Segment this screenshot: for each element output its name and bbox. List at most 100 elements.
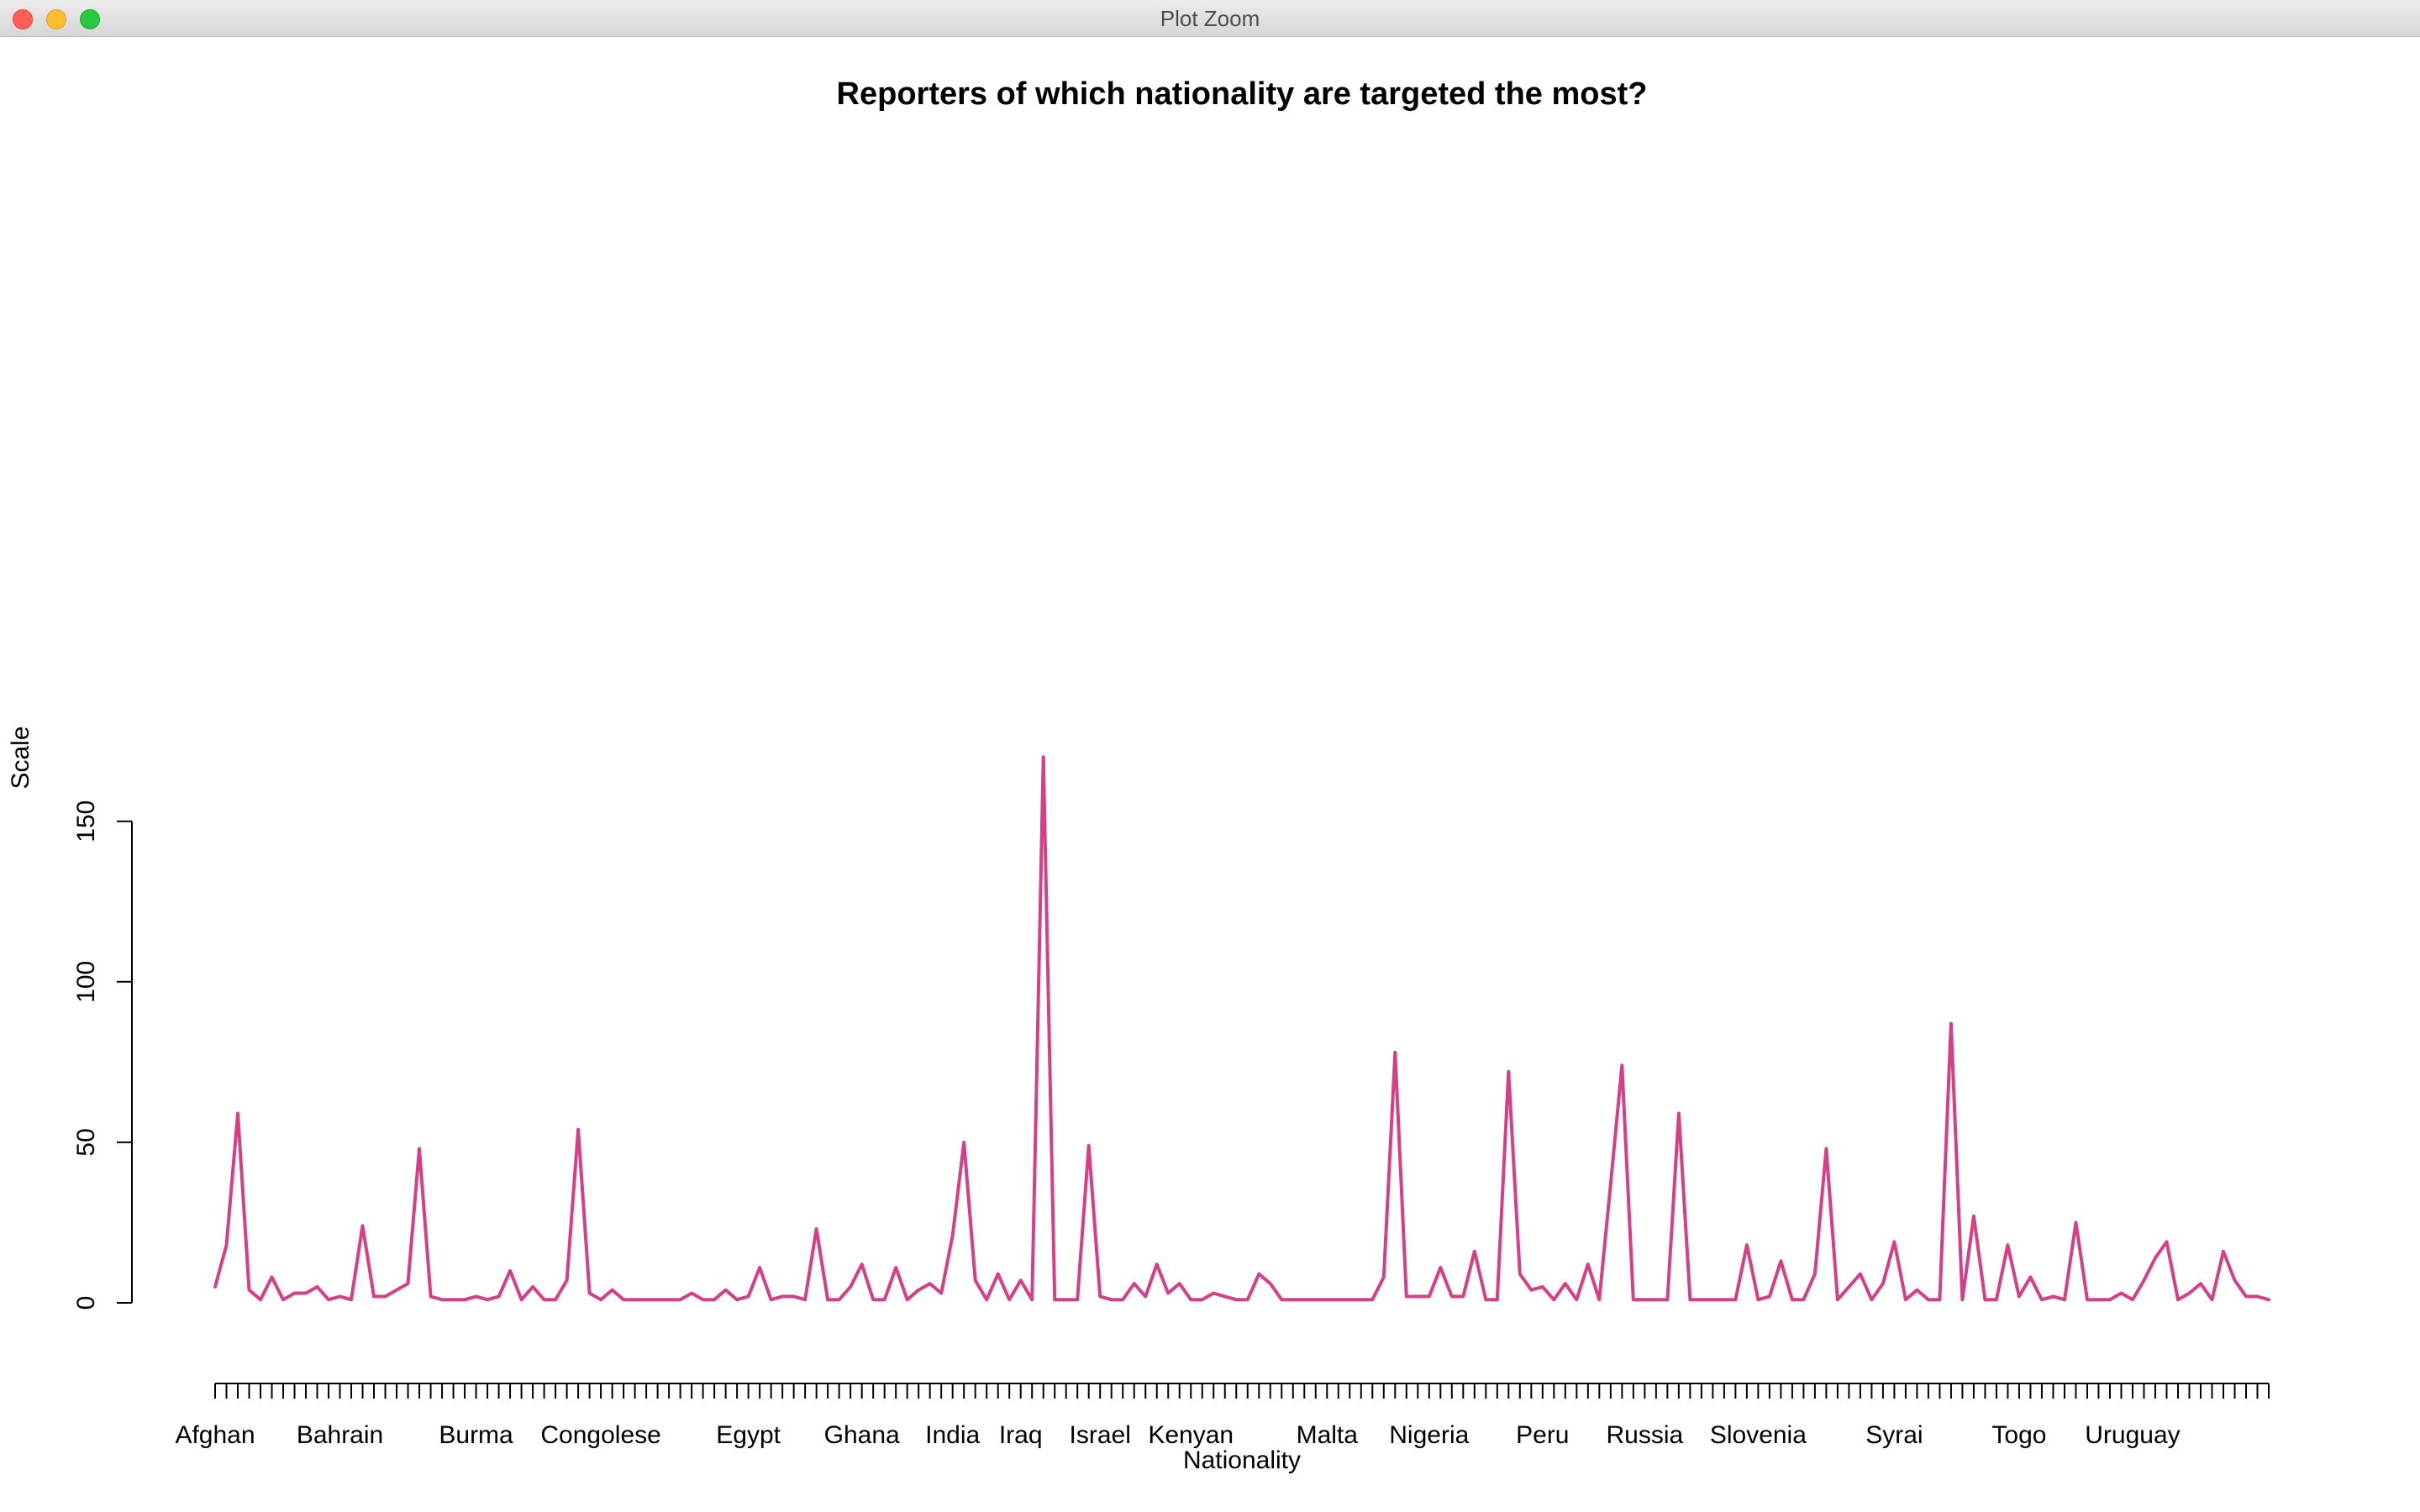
- data-point: [1439, 1266, 1442, 1269]
- data-point: [2051, 1294, 2054, 1298]
- data-point: [520, 1298, 523, 1301]
- data-point: [1087, 1144, 1091, 1147]
- data-point: [1927, 1298, 1930, 1301]
- data-point: [2086, 1298, 2089, 1301]
- data-point: [1813, 1273, 1817, 1276]
- x-tick-label: Afghan: [175, 1421, 255, 1449]
- data-point: [2222, 1250, 2225, 1253]
- data-point: [860, 1263, 864, 1266]
- data-point: [418, 1147, 421, 1151]
- chart-title: Reporters of which nationality are targe…: [837, 76, 1648, 112]
- data-point: [1246, 1298, 1249, 1301]
- data-point: [1575, 1298, 1578, 1301]
- data-point: [1541, 1285, 1544, 1289]
- data-point: [2233, 1278, 2236, 1282]
- data-point: [1802, 1298, 1805, 1301]
- data-point: [1393, 1051, 1397, 1054]
- data-point: [1121, 1298, 1124, 1301]
- data-point: [883, 1298, 886, 1301]
- data-point: [1904, 1298, 1907, 1301]
- data-point: [1360, 1298, 1363, 1301]
- data-point: [974, 1278, 977, 1282]
- x-tick-label: India: [925, 1421, 980, 1449]
- data-point: [1824, 1147, 1828, 1151]
- data-point: [1098, 1294, 1102, 1298]
- title-bar[interactable]: Plot Zoom: [0, 0, 2420, 37]
- data-point: [1053, 1298, 1056, 1301]
- data-point: [1405, 1294, 1408, 1298]
- data-point: [2176, 1298, 2180, 1301]
- y-tick-label: 50: [72, 1128, 100, 1156]
- data-point: [894, 1266, 897, 1269]
- data-point: [1223, 1294, 1227, 1298]
- y-tick-label: 150: [72, 801, 100, 843]
- data-point: [1030, 1298, 1034, 1301]
- data-point: [1915, 1289, 1918, 1292]
- data-point: [588, 1292, 592, 1295]
- y-tick-label: 100: [72, 961, 100, 1003]
- data-point: [1337, 1298, 1340, 1301]
- data-point: [2244, 1294, 2248, 1298]
- data-point: [1995, 1298, 1998, 1301]
- data-point: [1450, 1294, 1454, 1298]
- data-point: [611, 1289, 614, 1292]
- data-point: [1620, 1063, 1623, 1067]
- data-point: [452, 1298, 455, 1301]
- data-point: [2165, 1240, 2168, 1243]
- data-point: [939, 1292, 943, 1295]
- data-point: [281, 1298, 285, 1301]
- data-point: [1688, 1298, 1691, 1301]
- x-tick-label: Congolese: [540, 1421, 660, 1449]
- data-point: [1325, 1298, 1328, 1301]
- data-point: [1745, 1243, 1749, 1247]
- window-title: Plot Zoom: [1160, 6, 1260, 31]
- data-point: [1552, 1298, 1555, 1301]
- data-point: [2131, 1298, 2134, 1301]
- data-point: [1201, 1298, 1204, 1301]
- data-point: [1314, 1298, 1318, 1301]
- data-point: [1859, 1273, 1862, 1276]
- data-point: [747, 1294, 750, 1298]
- data-point: [1370, 1298, 1374, 1301]
- data-point: [531, 1285, 534, 1289]
- y-tick-label: 0: [72, 1296, 100, 1310]
- x-tick-label: Togo: [1991, 1421, 2046, 1449]
- data-point: [1711, 1298, 1714, 1301]
- close-button[interactable]: [13, 9, 33, 29]
- data-point: [634, 1298, 637, 1301]
- zoom-button[interactable]: [80, 9, 100, 29]
- data-point: [361, 1224, 365, 1227]
- data-point: [1700, 1298, 1703, 1301]
- data-point: [985, 1298, 988, 1301]
- data-point: [1655, 1298, 1658, 1301]
- data-point: [1507, 1070, 1510, 1074]
- data-point: [1597, 1298, 1601, 1301]
- data-point: [1609, 1183, 1612, 1186]
- data-point: [1779, 1259, 1782, 1263]
- data-point: [271, 1275, 274, 1278]
- data-point: [1881, 1282, 1885, 1285]
- data-point: [656, 1298, 660, 1301]
- data-point: [1461, 1294, 1465, 1298]
- minimize-button[interactable]: [46, 9, 66, 29]
- data-point: [225, 1243, 229, 1247]
- data-point: [486, 1298, 489, 1301]
- data-point: [906, 1298, 909, 1301]
- data-point: [1892, 1240, 1896, 1243]
- x-tick-label: Malta: [1297, 1421, 1359, 1449]
- data-point: [2267, 1298, 2270, 1301]
- data-point: [1643, 1298, 1646, 1301]
- data-point: [1733, 1298, 1737, 1301]
- data-point: [781, 1294, 784, 1298]
- data-point: [1166, 1292, 1170, 1295]
- data-point: [1428, 1294, 1431, 1298]
- data-point: [1836, 1298, 1839, 1301]
- data-point: [622, 1298, 625, 1301]
- data-point: [395, 1289, 398, 1292]
- data-point: [2119, 1292, 2123, 1295]
- data-point: [1065, 1298, 1068, 1301]
- data-point: [1348, 1298, 1351, 1301]
- data-point: [1269, 1282, 1272, 1285]
- data-point: [1019, 1278, 1023, 1282]
- data-point: [1473, 1250, 1476, 1253]
